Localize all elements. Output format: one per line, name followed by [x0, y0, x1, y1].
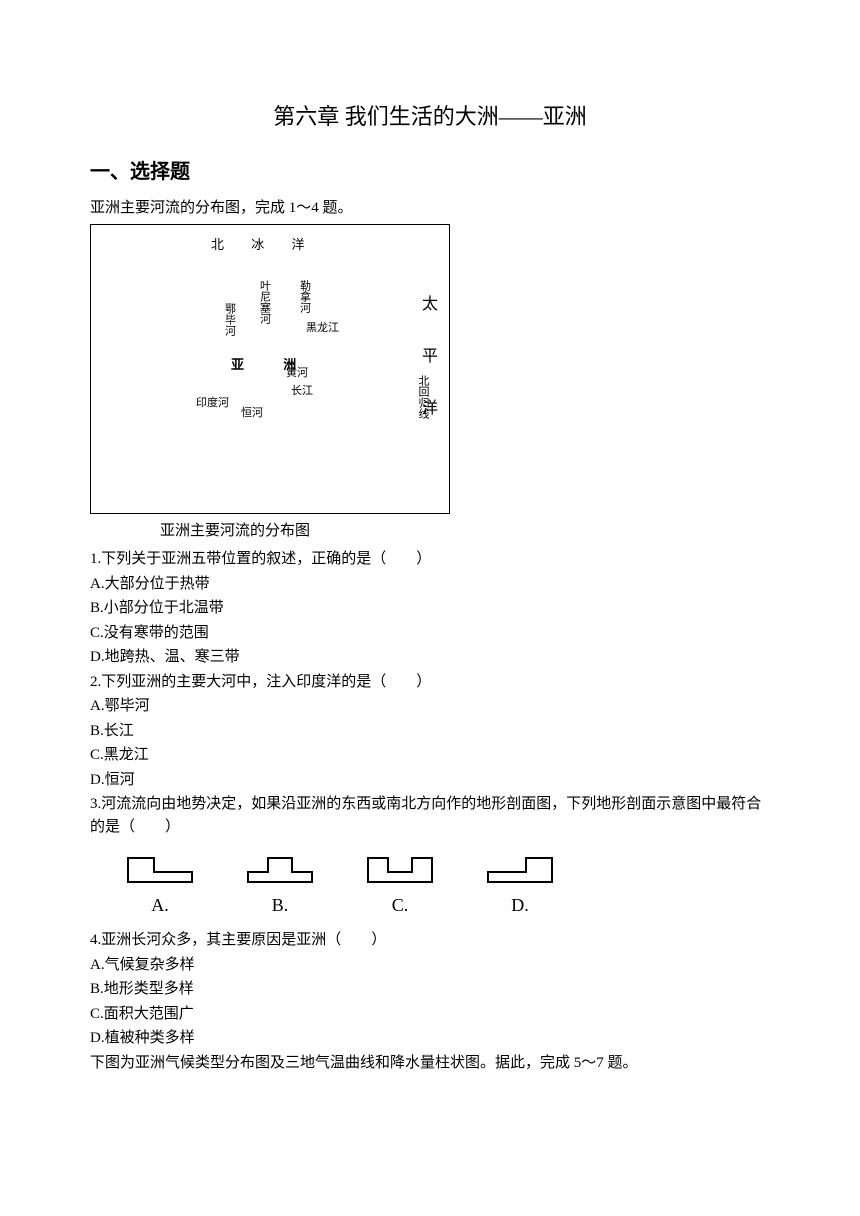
map-label-lena: 勒拿河 [296, 280, 313, 313]
q4-opt-d: D.植被种类多样 [90, 1027, 770, 1050]
q1-opt-a: A.大部分位于热带 [90, 573, 770, 596]
map-label-ob: 鄂毕河 [221, 303, 238, 336]
map-label-tropic: 北回归线 [415, 375, 432, 419]
q2-opt-c: C.黑龙江 [90, 744, 770, 767]
profile-c-label: C. [360, 892, 440, 919]
map-label-yangtze: 长江 [291, 383, 313, 400]
map-label-yellow: 黄河 [286, 365, 308, 382]
intro-text: 亚洲主要河流的分布图，完成 1～4 题。 [90, 197, 770, 220]
section-title: 一、选择题 [90, 157, 770, 187]
q3-text: 3.河流流向由地势决定，如果沿亚洲的东西或南北方向作的地形剖面图，下列地形剖面示… [90, 793, 770, 838]
map-label-hlj: 黑龙江 [306, 320, 339, 337]
q1-text: 1.下列关于亚洲五带位置的叙述，正确的是（ ） [90, 548, 770, 571]
q4-opt-b: B.地形类型多样 [90, 978, 770, 1001]
profile-d: D. [480, 848, 560, 919]
profile-a: A. [120, 848, 200, 919]
next-intro: 下图为亚洲气候类型分布图及三地气温曲线和降水量柱状图。据此，完成 5～7 题。 [90, 1052, 770, 1075]
profile-diagrams: A. B. C. D. [120, 848, 770, 919]
map-label-indus: 印度河 [196, 395, 229, 412]
q4-opt-c: C.面积大范围广 [90, 1003, 770, 1026]
profile-b-svg [240, 848, 320, 888]
q1-opt-d: D.地跨热、温、寒三带 [90, 646, 770, 669]
q2-opt-a: A.鄂毕河 [90, 695, 770, 718]
q2-opt-d: D.恒河 [90, 769, 770, 792]
profile-b-label: B. [240, 892, 320, 919]
profile-c: C. [360, 848, 440, 919]
profile-d-label: D. [480, 892, 560, 919]
q1-opt-c: C.没有寒带的范围 [90, 622, 770, 645]
q2-text: 2.下列亚洲的主要大河中，注入印度洋的是（ ） [90, 671, 770, 694]
q1-opt-b: B.小部分位于北温带 [90, 597, 770, 620]
map-label-ganges: 恒河 [241, 405, 263, 422]
map-label-arctic: 北 冰 洋 [211, 235, 317, 255]
q2-opt-b: B.长江 [90, 720, 770, 743]
map-label-yenisei: 叶尼塞河 [256, 280, 273, 324]
q4-opt-a: A.气候复杂多样 [90, 954, 770, 977]
profile-d-svg [480, 848, 560, 888]
profile-c-svg [360, 848, 440, 888]
profile-b: B. [240, 848, 320, 919]
profile-a-label: A. [120, 892, 200, 919]
q4-text: 4.亚洲长河众多，其主要原因是亚洲（ ） [90, 929, 770, 952]
profile-a-svg [120, 848, 200, 888]
asia-rivers-map: 北 冰 洋 太 平 洋 亚 洲 北回归线 黄河 长江 黑龙江 勒拿河 鄂毕河 叶… [90, 224, 450, 514]
chapter-title: 第六章 我们生活的大洲——亚洲 [90, 100, 770, 133]
map-caption: 亚洲主要河流的分布图 [160, 520, 770, 543]
